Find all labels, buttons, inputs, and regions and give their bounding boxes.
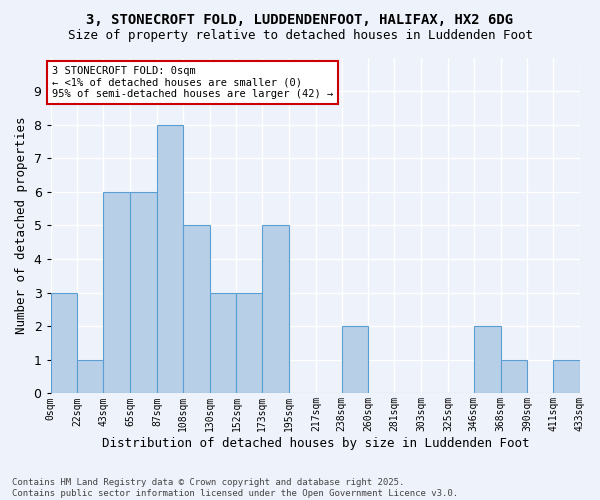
Bar xyxy=(50,292,77,394)
X-axis label: Distribution of detached houses by size in Luddenden Foot: Distribution of detached houses by size … xyxy=(101,437,529,450)
Bar xyxy=(236,292,262,394)
Bar xyxy=(182,226,209,394)
Bar xyxy=(157,124,182,394)
Bar xyxy=(262,226,289,394)
Text: 3 STONECROFT FOLD: 0sqm
← <1% of detached houses are smaller (0)
95% of semi-det: 3 STONECROFT FOLD: 0sqm ← <1% of detache… xyxy=(52,66,333,99)
Bar xyxy=(500,360,527,394)
Bar xyxy=(103,192,130,394)
Bar xyxy=(77,360,103,394)
Y-axis label: Number of detached properties: Number of detached properties xyxy=(15,116,28,334)
Bar xyxy=(341,326,368,394)
Text: Size of property relative to detached houses in Luddenden Foot: Size of property relative to detached ho… xyxy=(67,29,533,42)
Text: 3, STONECROFT FOLD, LUDDENDENFOOT, HALIFAX, HX2 6DG: 3, STONECROFT FOLD, LUDDENDENFOOT, HALIF… xyxy=(86,12,514,26)
Bar xyxy=(473,326,500,394)
Text: Contains HM Land Registry data © Crown copyright and database right 2025.
Contai: Contains HM Land Registry data © Crown c… xyxy=(12,478,458,498)
Bar xyxy=(209,292,236,394)
Bar xyxy=(553,360,580,394)
Bar xyxy=(130,192,157,394)
